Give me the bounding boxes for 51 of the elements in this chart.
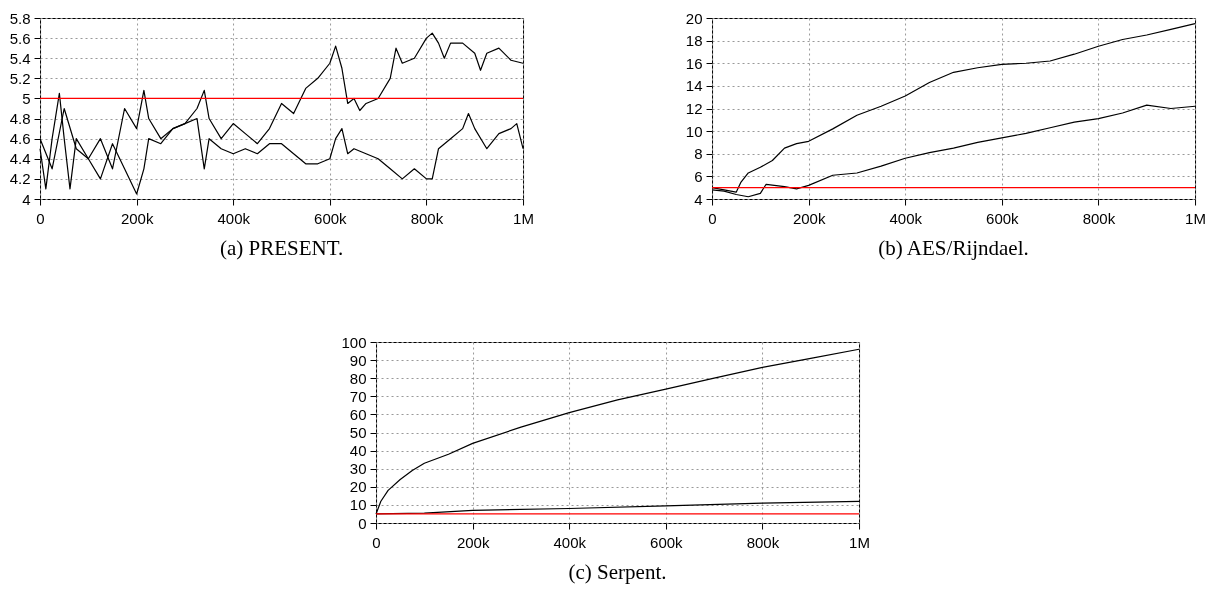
y-tick-label: 4 xyxy=(22,190,31,208)
y-tick-label: 16 xyxy=(685,54,703,72)
y-tick-label: 0 xyxy=(358,514,367,532)
x-tick-label: 800k xyxy=(410,209,444,227)
x-tick-label: 200k xyxy=(792,209,826,227)
x-tick-label: 800k xyxy=(1082,209,1116,227)
x-tick-label: 800k xyxy=(746,533,780,551)
x-tick-label: 0 xyxy=(372,533,381,551)
x-tick-label: 400k xyxy=(889,209,923,227)
y-tick-label: 40 xyxy=(349,442,367,460)
x-tick-label: 600k xyxy=(986,209,1020,227)
y-tick-label: 100 xyxy=(341,333,367,351)
y-tick-label: 70 xyxy=(349,387,367,405)
y-tick-label: 18 xyxy=(685,32,703,50)
y-tick-label: 50 xyxy=(349,424,367,441)
x-tick-label: 200k xyxy=(456,533,490,551)
y-tick-label: 20 xyxy=(685,9,703,27)
x-tick-label: 600k xyxy=(314,209,348,227)
x-tick-label: 0 xyxy=(708,209,717,227)
y-tick-label: 8 xyxy=(694,145,703,163)
y-tick-label: 90 xyxy=(349,351,367,369)
y-tick-label: 5.8 xyxy=(9,9,31,27)
y-tick-label: 4.6 xyxy=(9,130,31,148)
text: (c) Serpent. xyxy=(568,560,667,584)
y-tick-label: 5.2 xyxy=(9,69,31,87)
x-tick-label: 200k xyxy=(120,209,154,227)
x-tick-label: 1M xyxy=(1185,209,1206,227)
y-tick-label: 4.8 xyxy=(9,110,31,128)
y-tick-label: 14 xyxy=(685,77,703,95)
x-tick-label: 400k xyxy=(553,533,587,551)
x-tick-label: 1M xyxy=(513,209,534,227)
y-tick-label: 20 xyxy=(349,478,367,496)
text: (b) AES/Rijndael. xyxy=(878,236,1029,260)
y-tick-label: 4 xyxy=(694,190,703,208)
y-tick-label: 5.4 xyxy=(9,49,31,67)
y-tick-label: 5 xyxy=(22,89,31,107)
y-tick-label: 10 xyxy=(349,496,367,514)
y-tick-label: 12 xyxy=(685,100,703,117)
x-tick-label: 600k xyxy=(650,533,684,551)
y-tick-label: 6 xyxy=(694,167,703,185)
y-tick-label: 5.6 xyxy=(9,29,31,47)
y-tick-label: 30 xyxy=(349,460,367,478)
x-tick-label: 0 xyxy=(36,209,45,227)
y-tick-label: 4.2 xyxy=(9,170,31,188)
y-tick-label: 60 xyxy=(349,405,367,423)
y-tick-label: 80 xyxy=(349,369,367,387)
x-tick-label: 400k xyxy=(217,209,251,227)
x-tick-label: 1M xyxy=(849,533,870,551)
text: (a) PRESENT. xyxy=(219,236,344,260)
y-tick-label: 4.4 xyxy=(9,150,31,168)
y-tick-label: 10 xyxy=(685,122,703,140)
